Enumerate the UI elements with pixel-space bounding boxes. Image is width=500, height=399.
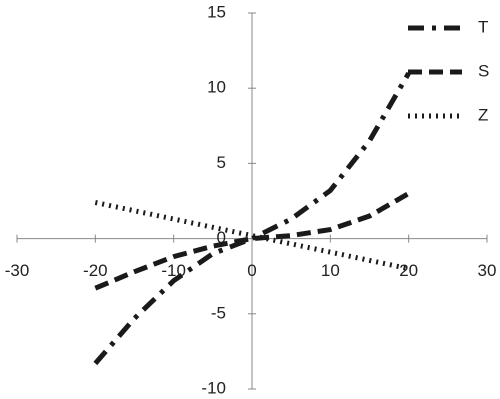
x-tick-label: 10 [321, 261, 340, 280]
legend-label: Z [478, 105, 488, 124]
y-tick-label: -5 [211, 303, 226, 322]
legend-label: S [478, 61, 489, 80]
x-tick-label: -30 [5, 261, 30, 280]
y-tick-label: -10 [201, 378, 226, 397]
x-tick-label: 0 [247, 261, 256, 280]
y-tick-label: 15 [207, 2, 226, 21]
x-tick-label: 30 [478, 261, 497, 280]
y-tick-label: 10 [207, 78, 226, 97]
legend-label: T [478, 17, 488, 36]
x-tick-label: 20 [399, 261, 418, 280]
y-tick-label: 5 [217, 153, 226, 172]
series-line [94, 200, 410, 272]
series-line [93, 71, 411, 366]
x-tick-label: -20 [83, 261, 108, 280]
y-tick-label: 0 [217, 228, 226, 247]
